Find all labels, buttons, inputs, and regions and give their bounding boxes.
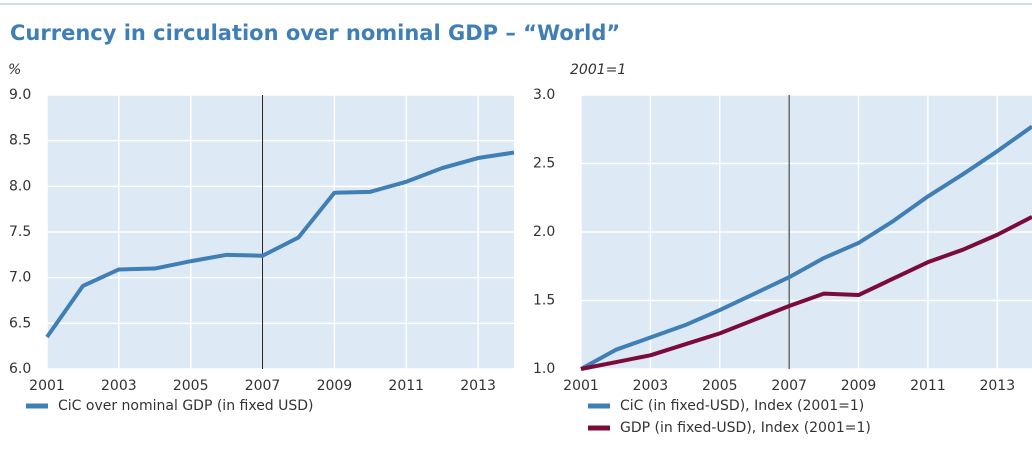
- unit-label: %: [8, 62, 21, 78]
- y-tick-label: 1.0: [533, 361, 555, 377]
- y-tick-label: 9.0: [9, 87, 31, 103]
- title: Currency in circulation over nominal GDP…: [10, 21, 620, 45]
- legend-label: GDP (in fixed-USD), Index (2001=1): [620, 420, 871, 436]
- x-tick-label: 2005: [702, 378, 738, 394]
- x-tick-label: 2001: [29, 378, 65, 394]
- x-tick-label: 2003: [633, 378, 669, 394]
- x-tick-label: 2009: [841, 378, 877, 394]
- x-tick-label: 2001: [563, 378, 599, 394]
- y-tick-label: 6.5: [9, 315, 31, 331]
- y-tick-label: 1.5: [533, 293, 555, 309]
- y-tick-label: 6.0: [9, 361, 31, 377]
- legend-label: CiC (in fixed-USD), Index (2001=1): [620, 398, 864, 414]
- y-tick-label: 8.0: [9, 178, 31, 194]
- x-tick-label: 2007: [245, 378, 281, 394]
- y-tick-label: 7.0: [9, 270, 31, 286]
- y-tick-label: 3.0: [533, 87, 555, 103]
- x-tick-label: 2007: [771, 378, 807, 394]
- x-tick-label: 2013: [979, 378, 1015, 394]
- data-line: [45, 150, 515, 339]
- y-tick-label: 2.5: [533, 156, 555, 172]
- unit-label: 2001=1: [570, 62, 626, 78]
- x-tick-label: 2013: [460, 378, 496, 394]
- x-tick-label: 2005: [173, 378, 209, 394]
- data-line: [580, 124, 1032, 371]
- x-tick-label: 2009: [317, 378, 353, 394]
- x-tick-label: 2011: [910, 378, 946, 394]
- x-tick-label: 2011: [388, 378, 424, 394]
- legend-label: CiC over nominal GDP (in fixed USD): [58, 398, 314, 414]
- y-tick-label: 2.0: [533, 224, 555, 240]
- y-tick-label: 8.5: [9, 133, 31, 149]
- x-tick-label: 2003: [101, 378, 137, 394]
- y-tick-label: 7.5: [9, 224, 31, 240]
- data-line: [580, 215, 1032, 371]
